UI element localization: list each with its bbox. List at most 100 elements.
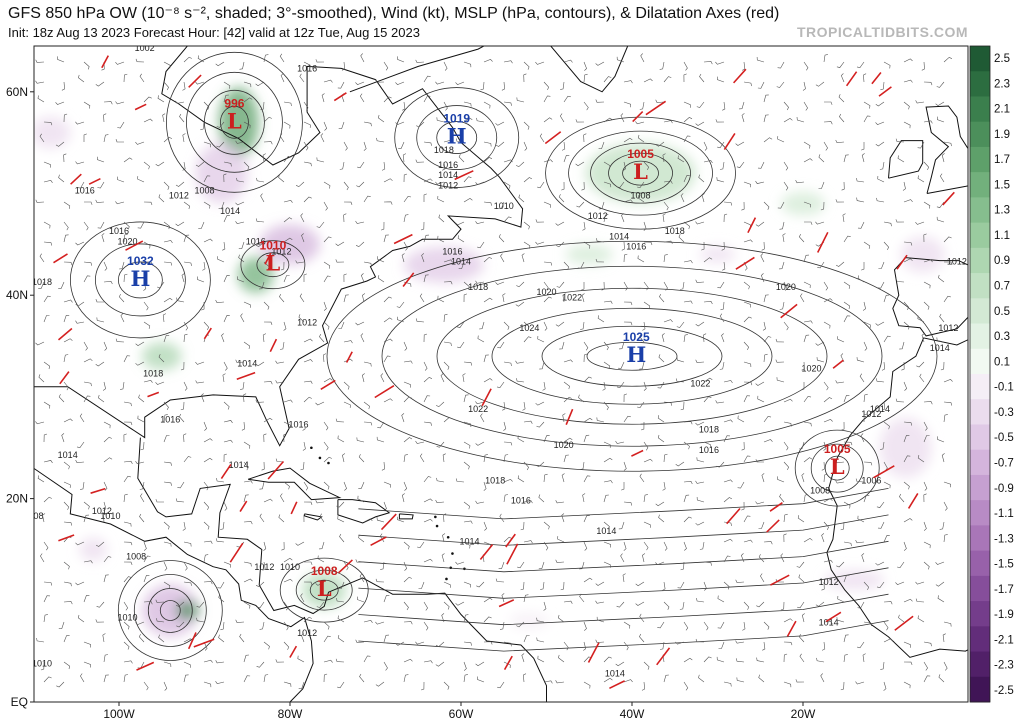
wind-barb <box>938 674 945 683</box>
wind-barb <box>203 521 210 530</box>
wind-barb <box>83 641 91 648</box>
wind-barb <box>162 113 166 123</box>
wind-barb <box>120 313 125 323</box>
wind-barb <box>203 501 210 511</box>
wind-barb <box>743 81 752 87</box>
wind-barb <box>835 199 845 203</box>
wind-barb <box>40 553 45 563</box>
wind-barb <box>84 201 93 205</box>
wind-barb <box>583 241 591 249</box>
longitude-axis: 100W 80W 60W 40W 20W <box>103 702 816 721</box>
wind-barb <box>483 297 493 303</box>
wind-barb <box>622 573 626 583</box>
wind-barb <box>483 354 489 363</box>
wind-barb <box>480 81 485 91</box>
wind-barb <box>823 441 827 451</box>
wind-barb <box>483 256 493 263</box>
wind-barb <box>501 593 505 603</box>
wind-barb <box>575 161 585 167</box>
wind-barb <box>803 421 812 427</box>
wind-barb <box>823 381 829 391</box>
wind-barb <box>679 281 685 290</box>
wind-barb <box>283 601 289 611</box>
wind-barb <box>295 181 305 188</box>
wind-barb <box>943 501 948 511</box>
wind-barb <box>560 81 565 90</box>
wind-barb <box>323 635 331 643</box>
wind-barb <box>823 418 833 423</box>
wind-barb <box>477 241 485 249</box>
wind-barb <box>363 619 373 623</box>
wind-barb <box>316 157 325 163</box>
wind-barb <box>721 333 725 343</box>
wind-barb <box>643 78 653 83</box>
wind-barb <box>843 315 851 323</box>
dilatation-axis <box>454 170 474 181</box>
isobar-label: 1012 <box>92 506 112 516</box>
isobar-label: 1010 <box>494 201 514 211</box>
wind-barb <box>678 234 685 243</box>
dilatation-axis <box>479 544 494 561</box>
wind-barb <box>583 621 587 631</box>
wind-barb <box>423 601 428 611</box>
wind-barb <box>143 161 150 170</box>
wind-barb <box>43 161 51 168</box>
wind-barb <box>723 497 733 503</box>
wind-barb <box>503 216 512 223</box>
wind-barb <box>223 501 228 511</box>
wind-barb <box>796 116 805 123</box>
colorbar-segment <box>970 298 990 325</box>
wind-barb <box>555 221 565 226</box>
wind-barb <box>443 281 453 285</box>
wind-barb <box>498 201 505 209</box>
wind-barb <box>815 81 825 87</box>
dilatation-axis <box>735 256 755 270</box>
wind-barb <box>855 478 865 483</box>
wind-barb <box>601 281 605 291</box>
wind-barb <box>875 141 885 147</box>
wind-barb <box>196 601 205 608</box>
wind-barb <box>643 458 653 463</box>
wind-barb <box>177 481 185 489</box>
wind-barb <box>143 379 153 383</box>
ow-blob <box>900 236 945 273</box>
wind-barb <box>358 481 365 489</box>
wind-barb <box>55 101 65 105</box>
wind-barb <box>203 554 209 563</box>
wind-barb <box>415 159 425 163</box>
isobar <box>794 429 880 507</box>
wind-barb <box>643 661 650 670</box>
isobar <box>358 620 889 652</box>
wind-barb <box>616 181 625 188</box>
wind-barb <box>843 154 849 163</box>
wind-barb <box>179 113 185 123</box>
isobar <box>586 341 678 371</box>
isobar <box>358 540 889 573</box>
colorbar-segment <box>970 146 990 173</box>
wind-barb <box>339 533 345 543</box>
wind-barb <box>923 161 930 171</box>
wind-barb <box>119 261 125 270</box>
wind-barb <box>776 81 785 88</box>
wind-barb <box>895 138 905 143</box>
wind-barb <box>723 681 732 687</box>
wind-barb <box>623 301 633 306</box>
wind-barb <box>536 617 545 623</box>
wind-barb <box>323 659 333 663</box>
isobar-label: 1014 <box>220 206 240 216</box>
wind-barb <box>435 81 445 85</box>
wind-barb <box>755 180 765 184</box>
wind-barb <box>657 381 665 389</box>
island <box>310 446 313 450</box>
wind-barb <box>783 281 788 291</box>
ow-blob <box>509 612 550 629</box>
wind-barb <box>303 501 313 506</box>
colorbar-label: 1.3 <box>994 205 1010 217</box>
wind-barb <box>375 79 385 83</box>
wind-barb <box>743 381 753 386</box>
wind-barb <box>743 341 750 351</box>
wind-barb <box>763 336 772 343</box>
wind-barb <box>917 315 925 323</box>
wind-barb <box>483 641 493 645</box>
